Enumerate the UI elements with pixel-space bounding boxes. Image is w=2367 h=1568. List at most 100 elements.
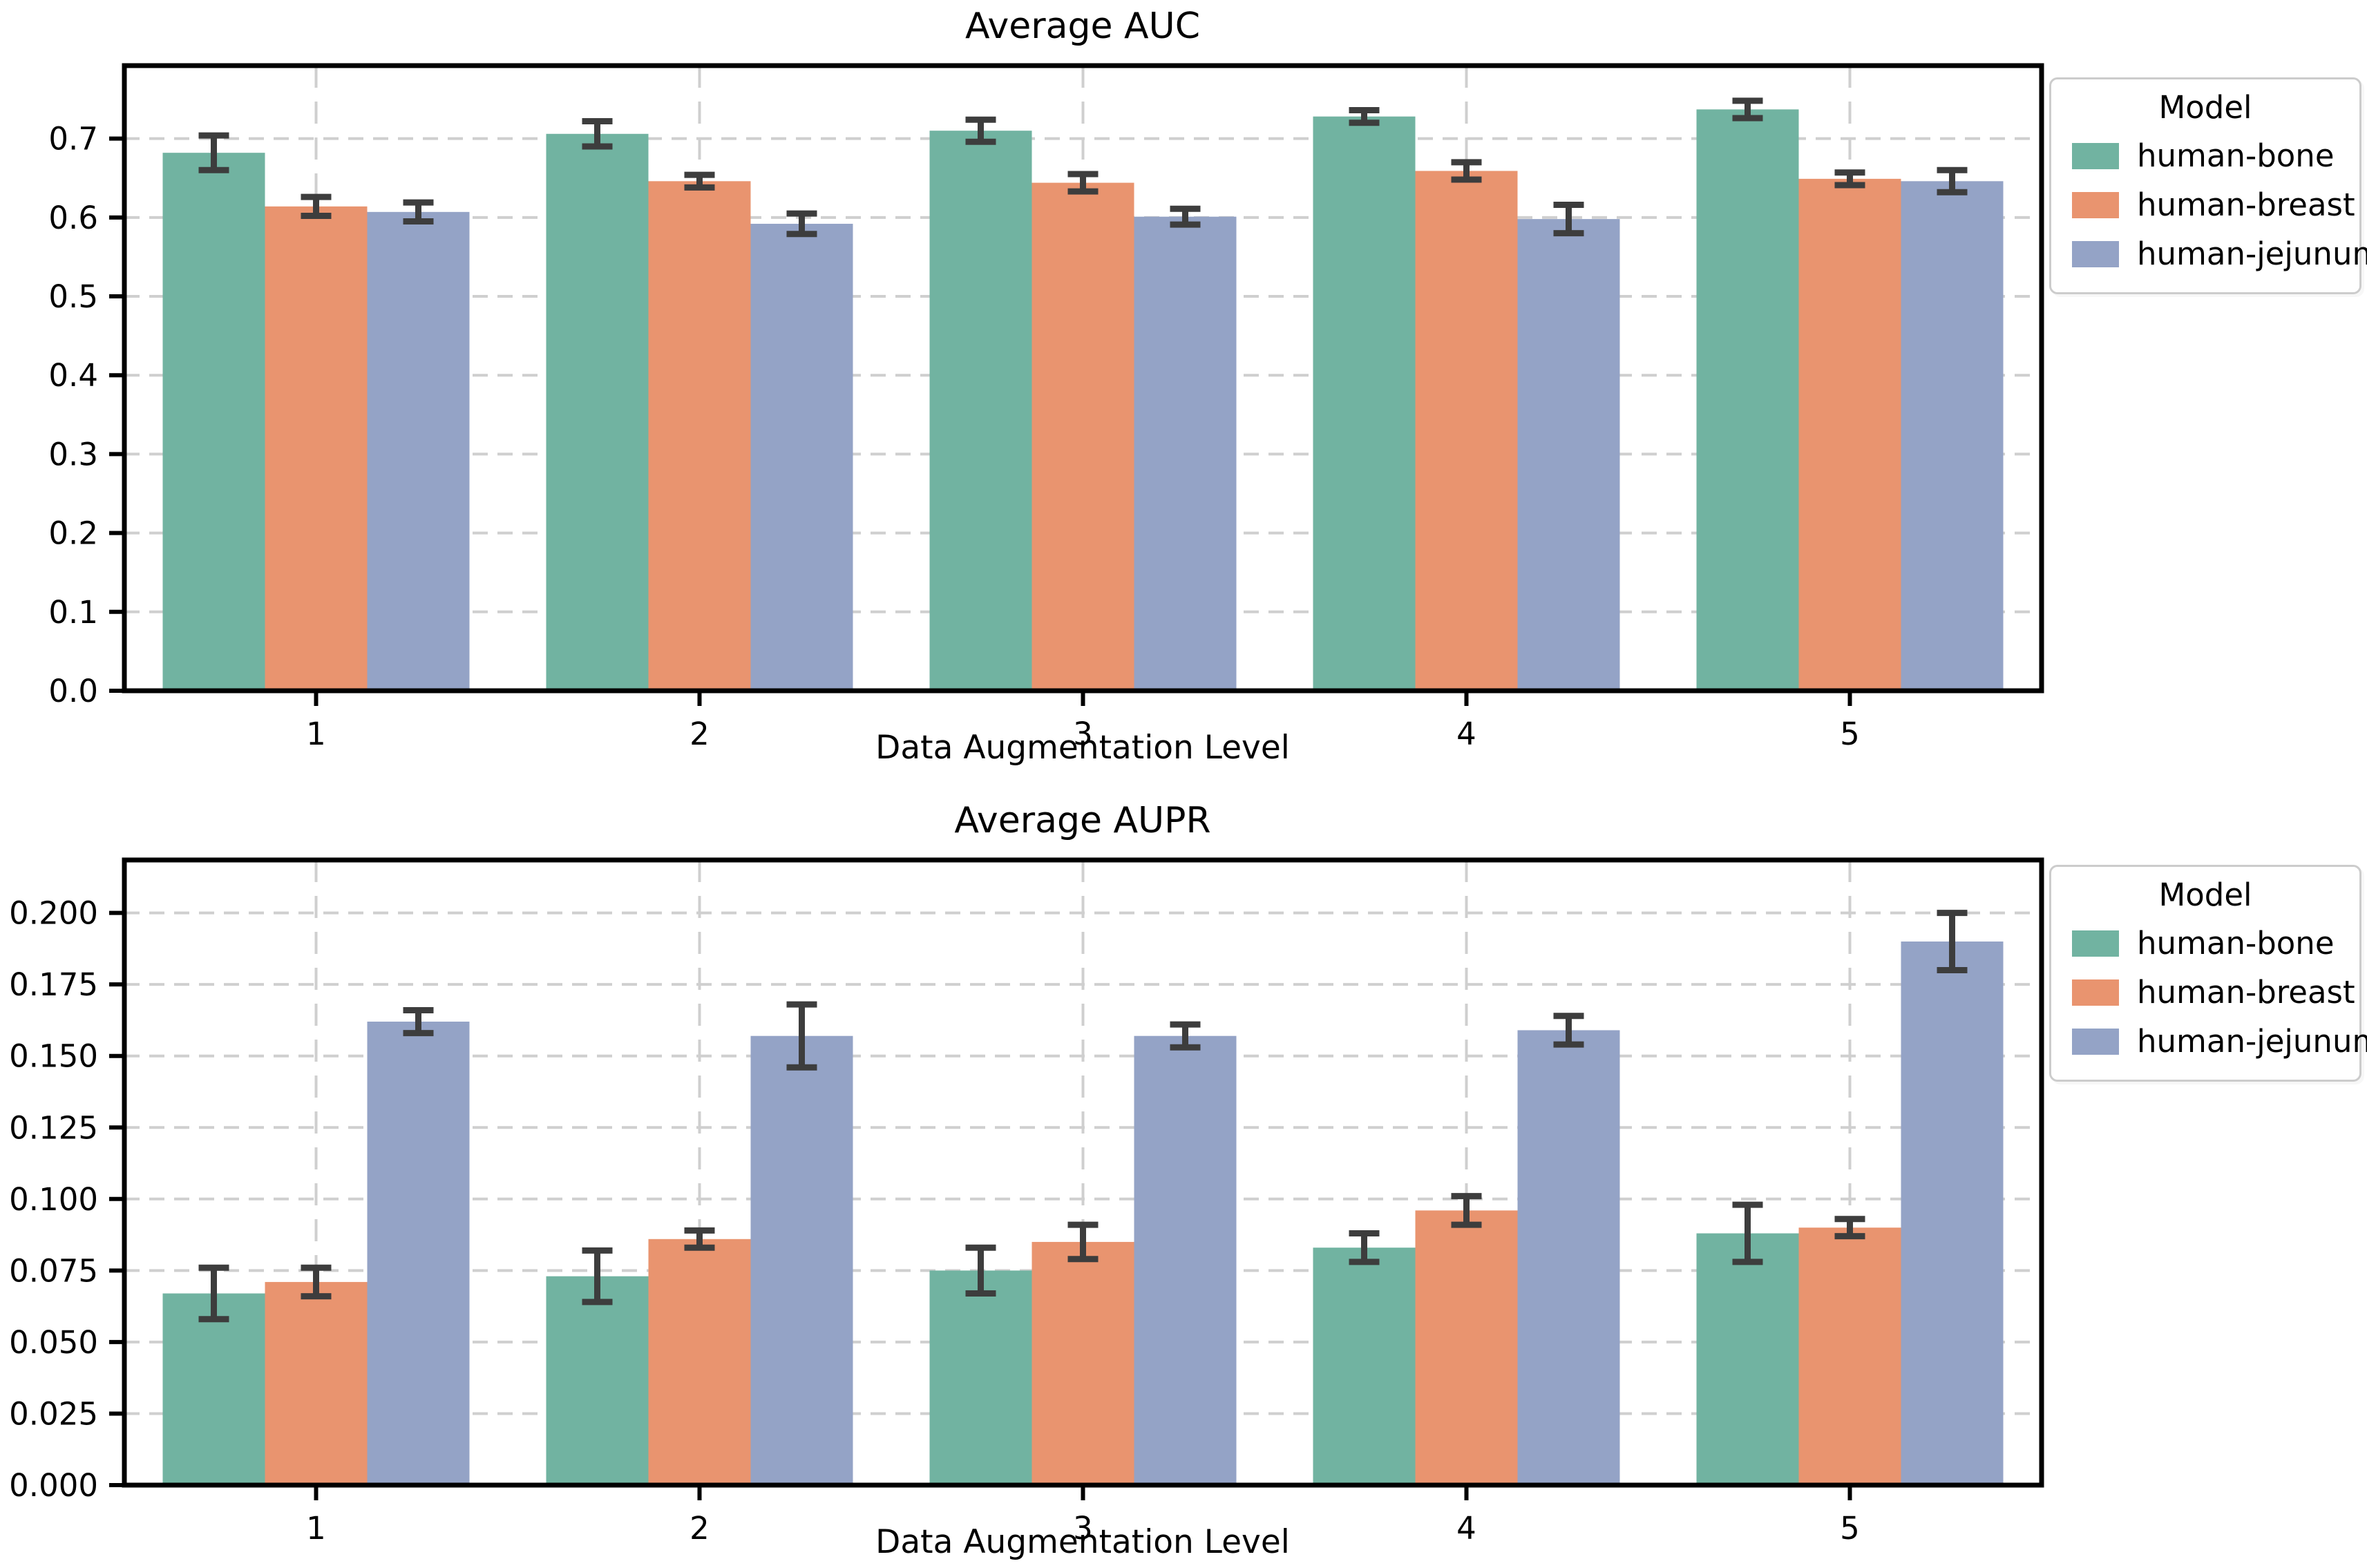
error-bar-human-breast-level-5 xyxy=(1834,169,1865,189)
chart-aupr: 0.000 0.025 0.050 0.075 0.100 0.125 0.150 0.175… xyxy=(9,857,2044,1547)
error-bar-human-bone-level-5 xyxy=(1732,97,1763,122)
y-tick-label: 0.000 xyxy=(9,1467,98,1504)
y-tick-label: 0.200 xyxy=(9,895,98,932)
bar-human-bone-level-5 xyxy=(1696,1233,1799,1485)
legend-swatch-human-bone xyxy=(2072,930,2119,957)
legend-auc: Model human-bone human-breast human-jejunum xyxy=(2049,77,2367,294)
bar-human-bone-level-2 xyxy=(546,1276,649,1485)
y-tick-label: 0.0 xyxy=(48,673,98,709)
bar-human-jejunum-level-1 xyxy=(367,211,470,691)
bar-human-jejunum-level-2 xyxy=(750,223,853,691)
error-bar-human-jejunum-level-1 xyxy=(403,199,434,225)
x-tick-label: 1 xyxy=(306,716,326,752)
legend-item-human-breast: human-breast xyxy=(2051,968,2359,1017)
error-bar-human-breast-level-4 xyxy=(1451,159,1482,183)
error-bar-human-jejunum-level-4 xyxy=(1553,1013,1584,1048)
y-tick-label: 0.150 xyxy=(9,1038,98,1075)
bar-human-jejunum-level-4 xyxy=(1517,1030,1620,1485)
y-tick-label: 0.075 xyxy=(9,1252,98,1289)
legend-item-human-jejunum: human-jejunum xyxy=(2051,229,2367,278)
bar-human-breast-level-5 xyxy=(1798,1227,1901,1485)
bar-human-bone-level-5 xyxy=(1696,109,1799,691)
legend-label: human-bone xyxy=(2137,925,2335,962)
y-tick-label: 0.5 xyxy=(48,278,98,315)
legend-swatch-human-breast xyxy=(2072,979,2119,1006)
legend-title: Model xyxy=(2158,89,2252,126)
x-tick-label: 5 xyxy=(1840,1510,1860,1547)
xaxis-label-auc: Data Augmentation Level xyxy=(875,729,1290,767)
legend-label: human-breast xyxy=(2137,187,2355,223)
bar-human-breast-level-4 xyxy=(1415,1210,1518,1485)
y-tick-label: 0.3 xyxy=(48,436,98,472)
y-tick-label: 0.175 xyxy=(9,966,98,1003)
axes-spines xyxy=(122,63,2044,694)
bar-human-jejunum-level-2 xyxy=(750,1035,853,1485)
legend-aupr: Model human-bone human-breast human-jejunum xyxy=(2049,865,2367,1082)
error-bar-human-bone-level-1 xyxy=(198,132,229,173)
bar-human-jejunum-level-3 xyxy=(1134,216,1237,691)
y-tick-label: 0.1 xyxy=(48,594,98,631)
error-bar-human-breast-level-3 xyxy=(1067,171,1099,195)
chart-title-auc: Average AUC xyxy=(964,6,1201,47)
x-tick-label: 4 xyxy=(1456,1510,1476,1547)
error-bar-human-bone-level-3 xyxy=(965,116,996,145)
y-tick-label: 0.025 xyxy=(9,1395,98,1432)
error-bar-human-jejunum-level-1 xyxy=(403,1006,434,1037)
axes-spines xyxy=(122,857,2044,1488)
error-bar-human-jejunum-level-2 xyxy=(786,210,817,238)
y-tick-label: 0.6 xyxy=(48,200,98,236)
bar-human-breast-level-5 xyxy=(1798,178,1901,691)
error-bar-human-bone-level-4 xyxy=(1349,1230,1380,1265)
error-bar-human-breast-level-2 xyxy=(684,1227,715,1251)
error-bar-human-jejunum-level-5 xyxy=(1937,910,1968,973)
bar-human-jejunum-level-4 xyxy=(1517,219,1620,691)
legend-label: human-jejunum xyxy=(2137,236,2367,272)
x-tick-label: 5 xyxy=(1840,716,1860,752)
error-bar-human-breast-level-4 xyxy=(1451,1193,1482,1228)
bar-human-bone-level-1 xyxy=(162,153,265,691)
legend-swatch-human-jejunum xyxy=(2072,1028,2119,1055)
bar-human-breast-level-4 xyxy=(1415,171,1518,691)
bar-human-bone-level-1 xyxy=(162,1293,265,1485)
bar-human-bone-level-4 xyxy=(1313,116,1416,691)
x-tick-label: 3 xyxy=(1073,716,1093,752)
y-tick-label: 0.2 xyxy=(48,515,98,552)
bar-human-bone-level-4 xyxy=(1313,1247,1416,1485)
bar-human-jejunum-level-5 xyxy=(1901,181,2004,691)
bar-human-bone-level-3 xyxy=(929,1270,1032,1485)
error-bar-human-bone-level-2 xyxy=(582,118,613,150)
legend-swatch-human-jejunum xyxy=(2072,240,2119,267)
legend-label: human-bone xyxy=(2137,137,2335,174)
error-bar-human-breast-level-5 xyxy=(1834,1216,1865,1240)
bar-human-breast-level-1 xyxy=(265,206,368,691)
x-tick-label: 2 xyxy=(690,716,710,752)
bar-human-breast-level-3 xyxy=(1032,182,1134,691)
x-tick-label: 4 xyxy=(1456,716,1476,752)
xaxis-label-aupr: Data Augmentation Level xyxy=(875,1523,1290,1561)
error-bar-human-bone-level-4 xyxy=(1349,107,1380,126)
y-tick-label: 0.050 xyxy=(9,1324,98,1361)
bar-human-breast-level-2 xyxy=(648,1239,751,1485)
error-bar-human-bone-level-2 xyxy=(582,1247,613,1306)
x-tick-label: 1 xyxy=(306,1510,326,1547)
chart-auc: 0.0 0.1 0.2 0.3 0.4 0.5 0.6 0.7 1 2 3 4 5 xyxy=(48,63,2044,752)
bar-human-breast-level-2 xyxy=(648,181,751,691)
error-bar-human-bone-level-3 xyxy=(965,1244,996,1297)
legend-swatch-human-bone xyxy=(2072,142,2119,169)
legend-item-human-bone: human-bone xyxy=(2051,919,2359,968)
y-tick-label: 0.7 xyxy=(48,121,98,157)
y-tick-label: 0.4 xyxy=(48,357,98,394)
bar-human-jejunum-level-3 xyxy=(1134,1035,1237,1485)
legend-label: human-breast xyxy=(2137,974,2355,1011)
legend-item-human-jejunum: human-jejunum xyxy=(2051,1017,2367,1066)
x-tick-label: 3 xyxy=(1073,1510,1093,1547)
error-bar-human-jejunum-level-4 xyxy=(1553,202,1584,237)
bar-human-bone-level-2 xyxy=(546,133,649,691)
error-bar-human-bone-level-1 xyxy=(198,1264,229,1323)
y-tick-label: 0.100 xyxy=(9,1181,98,1218)
error-bar-human-breast-level-3 xyxy=(1067,1221,1099,1263)
y-tick-label: 0.125 xyxy=(9,1109,98,1146)
legend-item-human-breast: human-breast xyxy=(2051,180,2359,229)
